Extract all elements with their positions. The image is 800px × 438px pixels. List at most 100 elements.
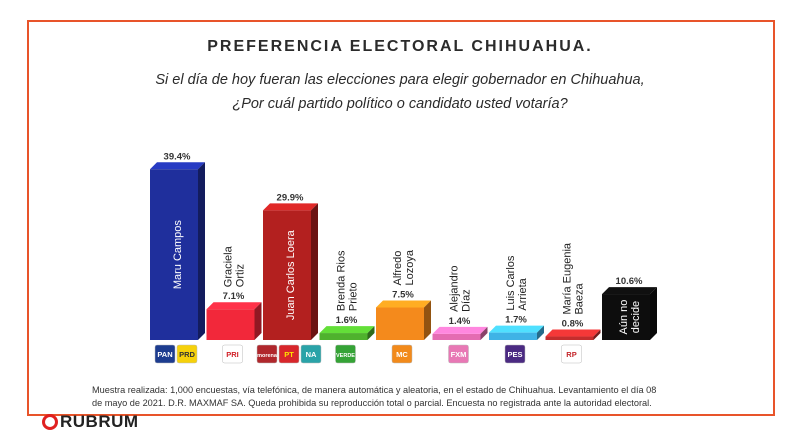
bar-top-face [489, 325, 544, 333]
party-logo-bg [154, 344, 176, 364]
party-logo-bg [391, 344, 413, 364]
bar [432, 333, 481, 340]
bar [489, 332, 537, 340]
candidate-label-line: Alejandro [449, 265, 461, 311]
chart-title: PREFERENCIA ELECTORAL CHIHUAHUA. [207, 38, 593, 55]
bar-top-face [432, 326, 488, 334]
candidate-label: Luis CarlosArrieta [505, 255, 529, 311]
party-logo-bg [335, 344, 356, 364]
chart-subtitle-line1: Si el día de hoy fueran las elecciones p… [155, 72, 645, 88]
party-logo-bg [561, 344, 582, 364]
bar-top-face [263, 203, 318, 211]
bar-top-face [602, 287, 657, 295]
value-label: 0.8% [562, 319, 584, 330]
bar-group-3: 29.9% Juan Carlos Loera morena PT NA [256, 192, 322, 364]
bar-group-1: 39.4% Maru Campos PAN PRD [150, 151, 205, 364]
bar-side-face [311, 203, 318, 340]
bar-side-face [198, 162, 205, 340]
bar [376, 307, 424, 340]
party-logo-text: PAN [157, 350, 172, 359]
candidate-label: Juan Carlos Loera [285, 229, 297, 320]
party-logo: PRI [222, 344, 243, 364]
value-label: 7.5% [392, 290, 414, 301]
bar [263, 210, 311, 340]
candidate-label: María EugeniaBaeza [562, 242, 586, 314]
value-label: 1.7% [505, 315, 527, 326]
party-logo: PT [278, 344, 300, 364]
bar-side-face [537, 325, 544, 340]
party-logo: RP [561, 344, 582, 364]
bar-side-face [367, 326, 375, 340]
party-logo-bg [448, 344, 469, 364]
candidate-label-line: Maru Campos [172, 220, 184, 290]
party-logo-text: FXM [451, 350, 467, 359]
party-logo-text: PES [507, 350, 522, 359]
candidate-label: GracielaOrtiz [223, 245, 247, 287]
bar-group-2: 7.1% GracielaOrtiz PRI [206, 245, 262, 364]
candidate-label: AlfredoLozoya [392, 249, 416, 285]
brand-ring-icon [42, 414, 58, 430]
party-logo: FXM [448, 344, 469, 364]
party-logo-text: morena [257, 353, 278, 359]
candidate-label-line: Baeza [574, 282, 586, 314]
bar-side-face [650, 287, 657, 340]
bar-group-5: 7.5% AlfredoLozoya MC [376, 249, 431, 364]
candidate-label-line: Aún no [618, 300, 630, 335]
party-logo-text: RP [566, 350, 576, 359]
brand-name: RUBRUM [60, 412, 139, 431]
footnote-line1: Muestra realizada: 1,000 encuestas, vía … [92, 385, 657, 395]
party-logo: PAN [154, 344, 176, 364]
candidate-label-line: Prieto [348, 282, 360, 311]
candidate-label-line: Arrieta [517, 277, 529, 310]
value-label: 39.4% [164, 151, 191, 162]
candidate-label: AlejandroDíaz [449, 265, 473, 311]
candidate-label-line: Díaz [461, 289, 473, 312]
candidate-label-line: María Eugenia [562, 242, 574, 314]
bar-top-face [319, 326, 375, 334]
candidate-label: Maru Campos [172, 220, 184, 290]
party-logo-bg [278, 344, 300, 364]
bar [150, 169, 198, 340]
party-logo-text: NA [306, 350, 317, 359]
bar-top-face [206, 302, 262, 310]
candidate-label-line: Juan Carlos Loera [285, 229, 297, 320]
bar-group-9: 10.6% Aún nodecide [602, 276, 657, 340]
party-logo-text: PRI [226, 350, 239, 359]
party-logo-text: MC [396, 350, 408, 359]
value-label: 1.6% [336, 315, 358, 326]
candidate-label-line: Luis Carlos [505, 255, 517, 311]
party-logo: morena [256, 344, 278, 364]
bar [206, 309, 255, 340]
bar-side-face [593, 329, 601, 340]
party-logo: MC [391, 344, 413, 364]
value-label: 7.1% [223, 291, 245, 302]
candidate-label-line: Lozoya [404, 249, 416, 285]
bar-group-4: 1.6% Brenda RiosPrieto VERDE [319, 250, 375, 364]
bar-side-face [254, 302, 262, 340]
brand-logo: RUBRUM [42, 410, 139, 434]
bar-top-face [150, 162, 205, 170]
bar-group-6: 1.4% AlejandroDíaz FXM [432, 265, 488, 364]
party-logo-bg [176, 344, 198, 364]
party-logo-bg [300, 344, 322, 364]
bar-side-face [424, 300, 431, 340]
party-logo-bg [256, 344, 278, 364]
party-logo: PES [504, 344, 526, 364]
value-label: 29.9% [277, 192, 304, 203]
party-logo-bg [222, 344, 243, 364]
bar-side-face [480, 326, 488, 340]
bar-group-8: 0.8% María EugeniaBaeza RP [545, 242, 601, 364]
candidate-label-line: Alfredo [392, 251, 404, 286]
candidate-label-line: decide [630, 301, 642, 333]
bar-top-face [376, 300, 431, 308]
footnote: Muestra realizada: 1,000 encuestas, vía … [92, 384, 732, 410]
value-label: 10.6% [616, 276, 643, 287]
candidate-label-line: Brenda Rios [336, 250, 348, 311]
bar [545, 336, 594, 340]
bar [602, 294, 650, 340]
bar-group-7: 1.7% Luis CarlosArrieta PES [489, 255, 544, 364]
candidate-label: Aún nodecide [618, 300, 642, 335]
party-logo: NA [300, 344, 322, 364]
party-logo: VERDE [335, 344, 356, 364]
